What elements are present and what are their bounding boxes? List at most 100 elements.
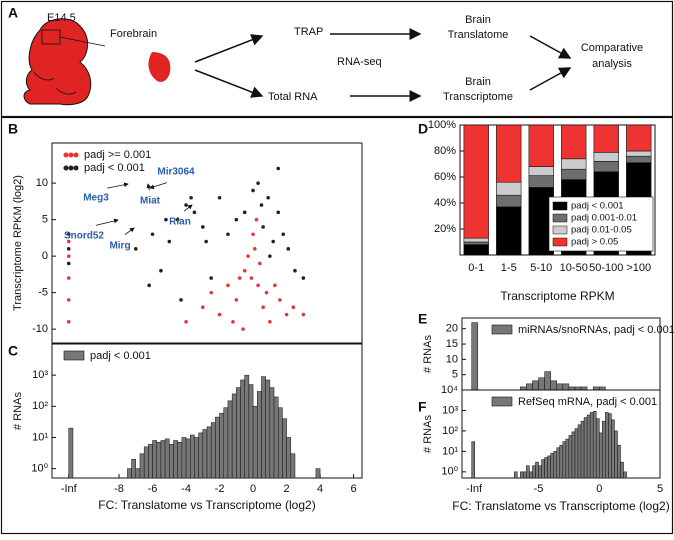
x-tick-label: -Inf: [61, 483, 78, 495]
y-tick-label: 10⁰: [441, 466, 458, 478]
bar: [544, 371, 551, 391]
bar: [599, 432, 603, 479]
bar: [181, 437, 187, 479]
annotation-arrow: [183, 204, 193, 212]
bar: [592, 411, 597, 479]
x-tick-label: -6: [148, 483, 158, 495]
arrow: [529, 35, 572, 59]
y-tick-label: 20%: [434, 223, 456, 235]
y-tick-label: 10²: [32, 400, 48, 412]
point: [276, 210, 281, 215]
point: [179, 298, 183, 302]
point: [249, 276, 254, 280]
legend-label: miRNAs/snoRNAs, padj < 0.001: [518, 324, 674, 336]
y-tick-label: 0: [42, 250, 48, 262]
legend-label: padj >= 0.001: [84, 149, 151, 161]
x-tick-label: 1-5: [501, 262, 517, 274]
bar-segment: [528, 124, 554, 167]
plot-frame: [459, 124, 656, 256]
point: [234, 298, 239, 302]
bar: [535, 461, 539, 479]
legend-marker: [552, 201, 568, 211]
annotation-arrow: [124, 227, 135, 236]
legend-label: padj < 0.001: [571, 201, 624, 212]
bar: [577, 424, 582, 479]
bar: [520, 471, 524, 479]
bar: [189, 434, 195, 479]
annotation-arrow: [149, 182, 168, 190]
bar-segment: [626, 155, 652, 163]
legend-label: padj < 0.001: [90, 350, 151, 362]
point: [66, 232, 71, 237]
x-tick-label: 10-50: [560, 262, 588, 274]
bar: [620, 461, 624, 479]
point: [217, 312, 222, 317]
y-tick-label: 10¹: [32, 431, 48, 443]
bar: [223, 407, 229, 479]
point: [251, 232, 255, 237]
legend-marker: [68, 165, 74, 171]
bar: [194, 437, 199, 479]
bar-segment: [593, 152, 619, 162]
bar: [290, 453, 296, 479]
method-label: Total RNA: [268, 91, 318, 103]
bar: [526, 383, 533, 391]
bar-segment: [496, 206, 522, 256]
point: [257, 261, 262, 266]
point: [189, 195, 193, 200]
point: [217, 195, 222, 200]
bar: [210, 422, 216, 479]
annotation: Mir3064: [157, 167, 195, 178]
point: [251, 188, 255, 193]
point: [66, 254, 71, 258]
bar-segment: [593, 124, 619, 153]
point: [266, 195, 270, 200]
annotation: Rian: [169, 217, 191, 228]
legend-marker: [552, 225, 568, 235]
bar: [550, 453, 554, 479]
panel-frame: [0, 116, 674, 535]
bar: [269, 387, 275, 479]
point: [226, 232, 230, 237]
point: [242, 268, 247, 273]
point: [66, 239, 71, 244]
bar: [282, 418, 287, 479]
y-tick-label: 60%: [434, 171, 456, 183]
method-label: TRAP: [294, 26, 323, 38]
result-label: analysis: [592, 58, 632, 70]
bar: [227, 400, 233, 479]
bar: [471, 441, 476, 479]
point: [293, 268, 297, 273]
x-tick-label: 2: [284, 483, 290, 495]
legend-marker: [491, 396, 513, 407]
bar: [252, 406, 258, 479]
bar: [614, 430, 618, 479]
x-tick-label: -4: [181, 483, 191, 495]
bar-segment: [593, 161, 619, 173]
point: [231, 320, 235, 324]
point: [204, 239, 208, 244]
y-tick-label: 40%: [434, 197, 456, 209]
point: [276, 166, 281, 171]
bar: [544, 457, 548, 479]
bar: [623, 471, 627, 479]
bar: [68, 427, 74, 479]
bar-segment: [463, 124, 489, 239]
x-tick-label: 0: [250, 483, 256, 495]
bar: [529, 471, 533, 479]
x-axis-label: FC: Translatome vs Transcriptome (log2): [452, 499, 669, 513]
y-tick-label: 10²: [442, 425, 458, 437]
bar: [608, 413, 612, 479]
bar: [523, 471, 527, 479]
bar: [231, 393, 237, 479]
bar: [240, 379, 245, 479]
bar: [553, 451, 557, 479]
legend-marker: [73, 152, 79, 158]
bar-segment: [626, 150, 652, 157]
y-tick-label: 20: [446, 323, 458, 335]
bar-segment: [496, 124, 522, 183]
bar: [611, 419, 615, 479]
y-tick-label: 5: [452, 369, 458, 381]
point: [264, 290, 269, 295]
point: [273, 283, 277, 288]
